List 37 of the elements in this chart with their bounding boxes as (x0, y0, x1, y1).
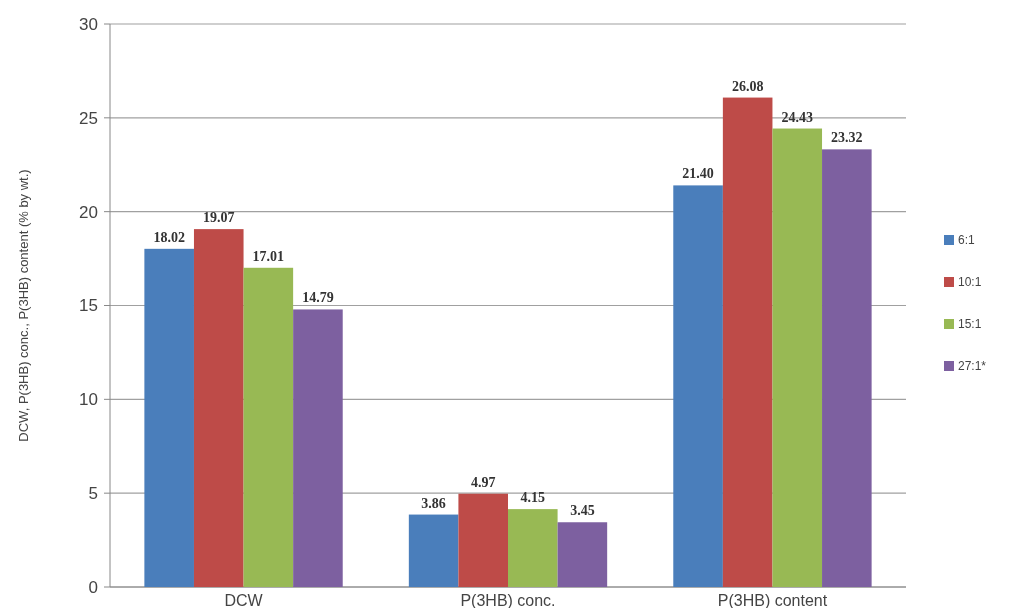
y-tick-label: 25 (79, 108, 98, 128)
legend-label: 10:1 (958, 275, 982, 290)
text: 23.32 (831, 130, 863, 146)
bar (508, 509, 558, 587)
y-tick-label: 0 (88, 577, 98, 597)
text: 3.45 (570, 503, 595, 519)
bar (722, 97, 773, 587)
bar (458, 493, 508, 587)
y-tick-label: 15 (79, 296, 98, 316)
text: 14.79 (302, 290, 334, 306)
text: 17.01 (252, 248, 285, 264)
text: 26.08 (731, 78, 764, 94)
x-tick-label: DCW (224, 592, 264, 608)
y-axis-title: DCW, P(3HB) conc., P(3HB) content (% by wt.) (16, 169, 31, 442)
text: 4.97 (470, 474, 496, 490)
y-tick-label: 30 (79, 14, 98, 34)
bar (557, 522, 608, 587)
y-tick-label: 20 (79, 202, 98, 222)
bar (822, 149, 872, 587)
bar (673, 185, 723, 587)
legend-label: 6:1 (958, 233, 976, 248)
y-tick-label: 10 (79, 390, 98, 410)
text: 4.15 (520, 490, 546, 506)
legend-label: 15:1 (958, 317, 982, 332)
bar (144, 248, 194, 587)
text: 18.02 (153, 229, 185, 245)
bar (293, 309, 343, 587)
bar (772, 128, 823, 587)
y-tick-label: 5 (88, 484, 98, 504)
bar (193, 229, 244, 587)
text: 24.43 (781, 109, 813, 125)
text: 3.86 (421, 495, 446, 511)
legend-label: 27:1* (958, 359, 987, 374)
text: 19.07 (203, 210, 235, 226)
bar (243, 267, 294, 587)
text: 21.40 (682, 166, 714, 182)
bar (408, 514, 459, 587)
